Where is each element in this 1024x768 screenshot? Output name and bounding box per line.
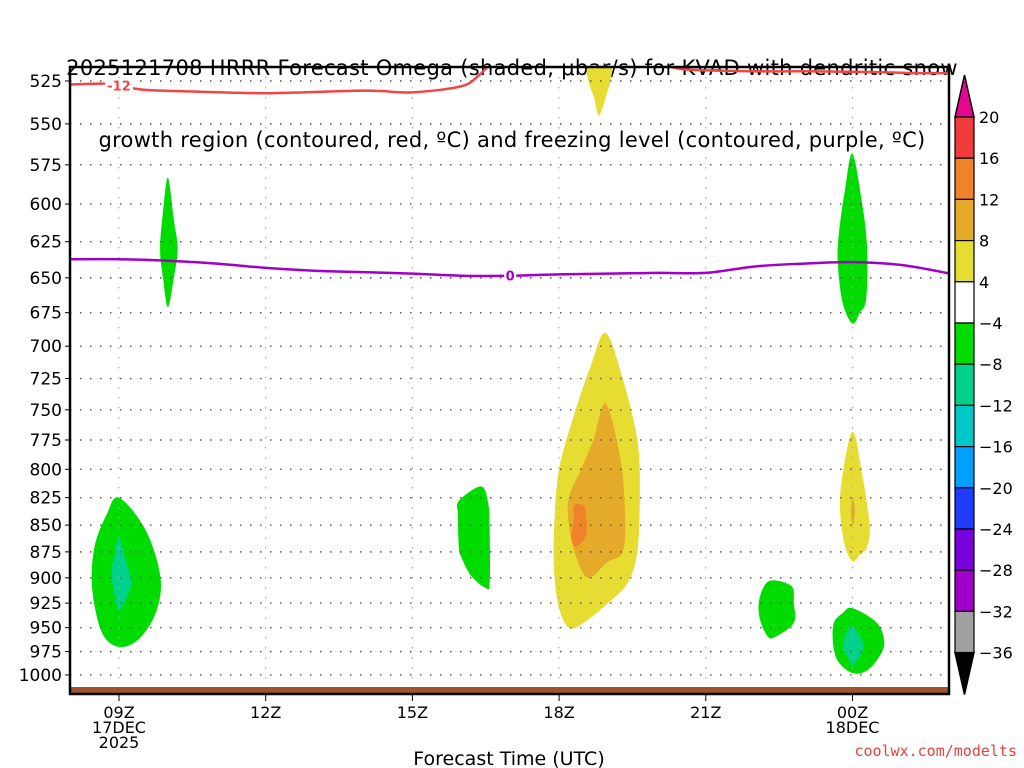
plot-frame	[68, 65, 951, 696]
x-tick-label-18Z-0: 18Z	[543, 703, 574, 722]
colorbar-label-20: 20	[979, 108, 999, 127]
omega-region-yellow-cap-20z-top	[586, 68, 613, 116]
y-tick-label-875: 875	[30, 543, 62, 563]
colorbar: 20 16 12 8 4 −4 −8 −12 −16 −20 −24 −28 −32 −36	[954, 74, 1013, 695]
y-tick-label-600: 600	[30, 195, 62, 215]
colorbar-label--4: −4	[979, 314, 1003, 333]
colorbar-bin--4to4	[954, 281, 975, 324]
freezing-level-0C-label: 0	[506, 270, 515, 285]
freezing-level-0C-label-bg	[504, 268, 517, 283]
y-tick-label-950: 950	[30, 619, 62, 639]
omega-region-orange-peak-19z	[571, 503, 587, 547]
colorbar-label-12: 12	[979, 190, 999, 209]
x-tick-label-00Z-0: 00Z	[837, 703, 868, 722]
y-tick-label-925: 925	[30, 594, 62, 614]
y-axis: 525 550 575 600 625 650 675 700 725 750 775 800 825 8…	[19, 72, 70, 686]
colorbar-bin-4to8	[954, 240, 975, 283]
colorbar-bin--16to-12	[954, 404, 975, 448]
omega-shaded-regions	[91, 68, 885, 674]
omega-region-teal-core-00z-low	[842, 625, 864, 666]
omega-region-yellow-blob-00z-low	[839, 431, 870, 562]
y-tick-label-725: 725	[30, 370, 62, 390]
y-tick-label-750: 750	[30, 401, 62, 421]
y-tick-label-575: 575	[30, 156, 62, 176]
colorbar-label--12: −12	[979, 396, 1013, 415]
terrain-band	[70, 687, 949, 694]
y-tick-label-525: 525	[30, 72, 62, 92]
y-tick-label-975: 975	[30, 643, 62, 663]
omega-region-green-blob-2230z	[758, 580, 796, 639]
y-tick-label-650: 650	[30, 269, 62, 289]
colorbar-label--24: −24	[979, 520, 1013, 539]
contour-lines: -12 0	[71, 68, 949, 285]
colorbar-bin--24to-20	[954, 487, 975, 530]
x-tick-label-00Z-1: 18DEC	[826, 718, 880, 737]
colorbar-label-4: 4	[979, 273, 989, 292]
y-tick-label-825: 825	[30, 489, 62, 509]
omega-region-green-blob-17z-low	[456, 486, 491, 590]
colorbar-bin--28to-24	[954, 528, 975, 571]
colorbar-bin--8to-4	[954, 322, 975, 365]
colorbar-bin-16to20	[954, 116, 975, 159]
y-tick-label-775: 775	[30, 431, 62, 451]
colorbar-bin--36to-32	[954, 610, 975, 654]
y-tick-label-1000: 1000	[19, 666, 62, 686]
colorbar-label--8: −8	[979, 355, 1003, 374]
x-tick-label-15Z-0: 15Z	[397, 703, 428, 722]
y-tick-label-850: 850	[30, 516, 62, 536]
x-tick-label-21Z-0: 21Z	[690, 703, 721, 722]
colorbar-bin-12to16	[954, 157, 975, 200]
colorbar-label--20: −20	[979, 479, 1013, 498]
y-tick-label-550: 550	[30, 115, 62, 135]
y-tick-label-800: 800	[30, 460, 62, 480]
colorbar-label-8: 8	[979, 232, 989, 251]
y-tick-label-675: 675	[30, 304, 62, 324]
colorbar-bin-8to12	[954, 198, 975, 242]
grid-lines	[70, 67, 949, 694]
x-tick-label-09Z-1: 17DEC	[92, 718, 146, 737]
colorbar-bin--32to-28	[954, 569, 975, 613]
colorbar-bin--20to-16	[954, 446, 975, 489]
credit-link[interactable]: coolwx.com/modelts	[854, 742, 1017, 760]
colorbar-label-16: 16	[979, 149, 999, 168]
omega-region-green-sliver-10z-mid	[160, 177, 178, 308]
colorbar-label--32: −32	[979, 602, 1013, 621]
colorbar-label--16: −16	[979, 438, 1013, 457]
colorbar-bin--12to-8	[954, 363, 975, 407]
y-tick-label-900: 900	[30, 569, 62, 589]
colorbar-label--28: −28	[979, 561, 1013, 580]
x-tick-label-09Z-0: 09Z	[103, 703, 134, 722]
y-tick-label-700: 700	[30, 337, 62, 357]
colorbar-label--36: −36	[979, 644, 1013, 663]
dendritic-growth-minus12C-line	[71, 68, 489, 95]
dendritic-growth-minus12C-label: -12	[107, 79, 131, 94]
x-tick-label-12Z-0: 12Z	[250, 703, 281, 722]
colorbar-arrow-top	[954, 74, 975, 118]
omega-region-green-blob-00z-mid	[837, 153, 868, 324]
dendritic-growth-minus12C-line-right	[670, 68, 949, 75]
omega-region-teal-core-09z-low	[111, 537, 132, 611]
y-tick-label-625: 625	[30, 233, 62, 253]
dendritic-growth-minus12C-label-bg	[105, 78, 133, 93]
x-axis-title: Forecast Time (UTC)	[413, 748, 604, 768]
colorbar-arrow-bottom	[954, 651, 975, 695]
chart-title-line-2: growth region (contoured, red, ºC) and f…	[98, 128, 926, 152]
x-tick-label-09Z-2: 2025	[99, 733, 140, 752]
